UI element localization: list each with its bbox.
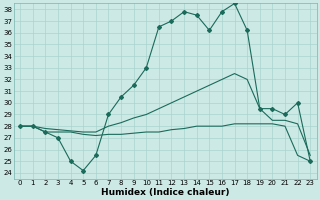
X-axis label: Humidex (Indice chaleur): Humidex (Indice chaleur) bbox=[101, 188, 229, 197]
